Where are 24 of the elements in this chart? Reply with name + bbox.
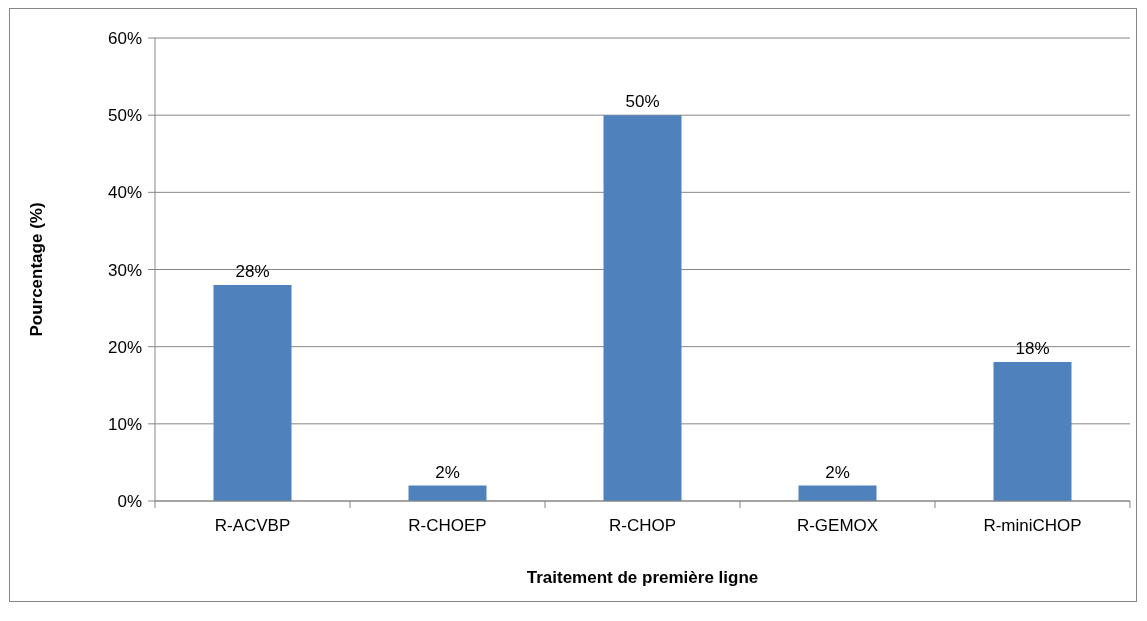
x-tick-label: R-miniCHOP [983, 516, 1082, 535]
y-tick-label: 30% [107, 260, 142, 280]
y-tick-label: 40% [107, 183, 142, 203]
y-tick-label: 0% [117, 492, 142, 512]
x-tick-label: R-CHOEP [408, 516, 487, 535]
y-tick-label: 50% [107, 106, 142, 126]
data-label: 18% [1015, 339, 1050, 359]
y-axis-title: Pourcentage (%) [27, 202, 47, 337]
data-label: 50% [625, 92, 660, 112]
data-label: 28% [235, 261, 270, 281]
y-tick-label: 10% [107, 414, 142, 434]
x-axis-title: Traitement de première ligne [526, 568, 759, 587]
bar [993, 362, 1072, 501]
bar [213, 284, 292, 501]
bar [798, 485, 877, 501]
data-label: 2% [435, 462, 460, 482]
y-tick-label: 20% [107, 337, 142, 357]
x-tick-label: R-GEMOX [796, 516, 879, 535]
bar [408, 485, 487, 501]
x-tick-label: R-CHOP [608, 516, 677, 535]
data-label: 2% [825, 462, 850, 482]
bar [603, 115, 682, 501]
y-tick-label: 60% [107, 29, 142, 49]
x-tick-label: R-ACVBP [214, 516, 291, 535]
